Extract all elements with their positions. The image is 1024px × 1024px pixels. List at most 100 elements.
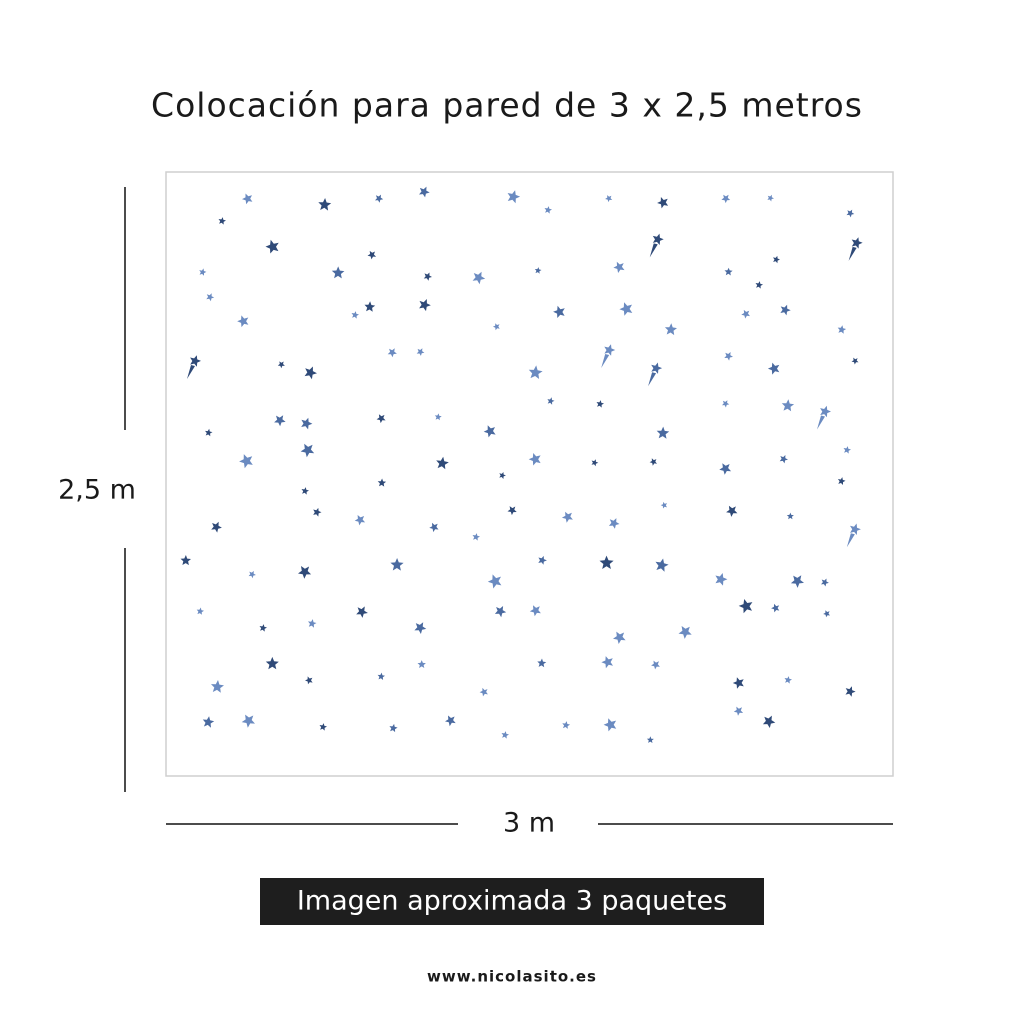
star bbox=[416, 348, 425, 356]
star bbox=[537, 658, 547, 668]
star bbox=[781, 399, 795, 412]
star bbox=[656, 426, 670, 439]
star bbox=[780, 304, 791, 316]
star bbox=[771, 603, 780, 613]
moon-star bbox=[843, 446, 851, 454]
star bbox=[196, 607, 204, 615]
shooting-star bbox=[851, 237, 863, 249]
star bbox=[305, 676, 313, 685]
width-label: 3 m bbox=[503, 808, 555, 839]
star bbox=[790, 575, 804, 588]
title: Colocación para pared de 3 x 2,5 metros bbox=[151, 86, 863, 125]
star bbox=[779, 455, 788, 464]
star bbox=[767, 362, 780, 375]
star bbox=[434, 413, 442, 421]
height-label: 2,5 m bbox=[58, 475, 136, 506]
star bbox=[436, 456, 449, 470]
star bbox=[239, 454, 253, 469]
moon-star bbox=[218, 217, 226, 225]
star bbox=[837, 477, 846, 485]
star bbox=[487, 574, 502, 589]
star bbox=[547, 397, 555, 405]
shooting-star-tail bbox=[848, 246, 857, 261]
star bbox=[619, 302, 633, 316]
star bbox=[601, 656, 613, 669]
star bbox=[534, 267, 542, 274]
star bbox=[499, 472, 506, 479]
star bbox=[613, 631, 626, 644]
moon-star bbox=[319, 723, 327, 731]
star bbox=[553, 305, 565, 318]
star bbox=[331, 266, 345, 279]
star bbox=[211, 521, 222, 533]
star bbox=[846, 209, 855, 218]
star bbox=[845, 686, 856, 697]
star bbox=[738, 599, 753, 614]
star bbox=[733, 706, 744, 716]
star bbox=[762, 715, 776, 728]
star bbox=[206, 293, 215, 302]
shooting-star-tail bbox=[601, 354, 610, 369]
star bbox=[732, 677, 744, 689]
star bbox=[719, 463, 732, 475]
star bbox=[724, 352, 733, 361]
star bbox=[613, 261, 625, 273]
star bbox=[354, 515, 366, 526]
star bbox=[608, 518, 620, 529]
star bbox=[786, 512, 794, 520]
star bbox=[591, 459, 599, 467]
star bbox=[376, 414, 386, 424]
star bbox=[773, 255, 780, 264]
star bbox=[767, 194, 774, 202]
star bbox=[242, 193, 253, 205]
star bbox=[417, 660, 426, 668]
star bbox=[657, 197, 669, 209]
star bbox=[528, 365, 543, 379]
shooting-star-tail bbox=[187, 364, 196, 379]
star bbox=[726, 505, 738, 517]
star bbox=[423, 272, 432, 281]
star bbox=[678, 626, 692, 639]
star bbox=[211, 680, 224, 693]
star bbox=[301, 417, 313, 430]
star bbox=[529, 605, 541, 617]
star bbox=[375, 194, 384, 203]
star bbox=[364, 301, 376, 312]
star bbox=[277, 361, 285, 369]
moon-star bbox=[544, 206, 552, 214]
star bbox=[724, 267, 733, 276]
shooting-star-tail bbox=[649, 243, 658, 258]
star bbox=[507, 506, 517, 516]
star bbox=[721, 194, 731, 204]
banner bbox=[260, 878, 764, 925]
star bbox=[492, 323, 500, 331]
star bbox=[479, 687, 488, 697]
star bbox=[389, 723, 398, 733]
wall-frame bbox=[165, 171, 894, 777]
star bbox=[538, 555, 547, 565]
star bbox=[429, 522, 439, 533]
star bbox=[715, 573, 728, 586]
star bbox=[655, 558, 669, 572]
shooting-star bbox=[190, 355, 201, 367]
star-pattern bbox=[180, 186, 863, 750]
star bbox=[205, 428, 213, 437]
star bbox=[419, 186, 430, 198]
star bbox=[414, 622, 427, 634]
shooting-star-tail bbox=[846, 533, 855, 548]
star bbox=[199, 268, 207, 276]
star bbox=[494, 606, 507, 618]
star bbox=[390, 558, 404, 571]
star bbox=[377, 478, 387, 487]
star bbox=[241, 714, 255, 728]
shooting-star bbox=[651, 362, 663, 374]
star bbox=[528, 453, 541, 466]
moon-star bbox=[351, 311, 359, 319]
star bbox=[237, 315, 249, 328]
star bbox=[377, 672, 385, 680]
star bbox=[356, 606, 368, 618]
star bbox=[318, 198, 332, 211]
moon-star bbox=[596, 400, 604, 408]
